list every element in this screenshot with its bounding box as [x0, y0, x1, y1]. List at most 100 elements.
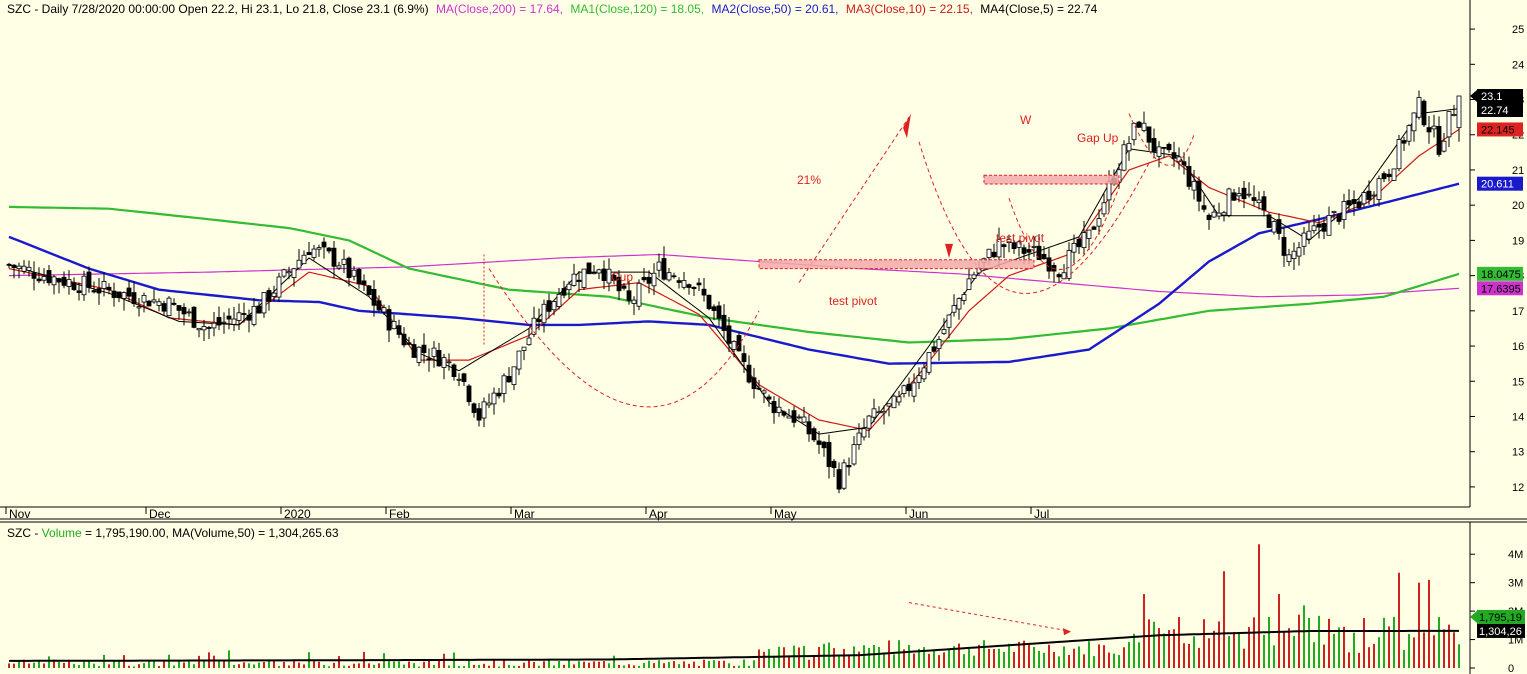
rise-arrow-icon [903, 113, 911, 139]
candle-body [111, 290, 117, 298]
volume-bar [993, 648, 995, 668]
volume-bar [418, 666, 420, 668]
volume-bar [978, 644, 980, 668]
volume-bar [703, 659, 705, 668]
price-x-tick-label: Nov [9, 507, 30, 521]
candle-body [721, 314, 727, 331]
volume-bar [573, 664, 575, 668]
candle-body [446, 361, 452, 364]
volume-bar [1423, 632, 1425, 668]
candle-body [1381, 173, 1387, 180]
candle-body [936, 339, 942, 349]
volume-bar [283, 661, 285, 668]
candle-body [451, 364, 457, 377]
candle-body [676, 280, 682, 283]
volume-bar [918, 648, 920, 668]
volume-bar [908, 645, 910, 668]
candle-body [426, 358, 432, 361]
candle-body [1236, 193, 1242, 197]
volume-bar [1123, 647, 1125, 668]
candle-body [1406, 125, 1412, 142]
volume-bar [248, 663, 250, 668]
volume-bar [1303, 605, 1305, 668]
volume-bar [963, 654, 965, 668]
candle-body [1046, 257, 1052, 272]
volume-bar [853, 646, 855, 668]
candle-body [926, 352, 932, 373]
volume-bar [118, 660, 120, 668]
volume-bar [1403, 650, 1405, 668]
candle-body [811, 428, 817, 441]
candle-body [1281, 236, 1287, 256]
pivot-zone-1 [758, 259, 1035, 270]
volume-bar [713, 660, 715, 668]
volume-bar [683, 661, 685, 668]
volume-bar [278, 666, 280, 668]
candle-body [1351, 199, 1357, 205]
price-x-tick-label: Apr [649, 507, 668, 521]
candle-body [106, 286, 112, 291]
candle-body [836, 469, 842, 490]
candle-body [801, 416, 807, 423]
volume-bar [13, 663, 15, 668]
candle-body [611, 274, 617, 281]
price-value-tag-label: 20.611 [1481, 179, 1514, 191]
volume-bar [1118, 655, 1120, 668]
volume-bar [323, 664, 325, 668]
candle-body [1301, 232, 1307, 247]
volume-bar [8, 663, 10, 668]
candle-body [351, 269, 357, 277]
candle-body [136, 306, 142, 309]
candle-body [341, 258, 347, 265]
volume-bar [838, 654, 840, 668]
volume-bar [148, 660, 150, 668]
candle-body [806, 421, 812, 435]
volume-bar [28, 663, 30, 668]
candle-body [121, 292, 127, 299]
volume-bar [1363, 618, 1365, 668]
volume-bar [833, 648, 835, 668]
price-value-tag [1477, 176, 1523, 191]
candle-body [1311, 225, 1317, 232]
volume-bar [303, 664, 305, 668]
candle-body [511, 366, 517, 385]
volume-bar [138, 664, 140, 668]
candle-body [701, 288, 707, 296]
ma-line-0 [8, 253, 1460, 298]
candle-body [796, 416, 802, 419]
annotation-w: W [1020, 113, 1032, 127]
candle-body [296, 259, 302, 269]
candle-body [356, 268, 362, 285]
candle-body [571, 273, 577, 286]
candle-body [1026, 249, 1032, 253]
volume-bar [233, 664, 235, 668]
volume-bar [68, 659, 70, 668]
candle-body [221, 321, 227, 324]
candle-body [126, 287, 132, 297]
candle-body [1146, 126, 1152, 143]
candle-body [1286, 254, 1292, 262]
candle-body [1071, 243, 1077, 253]
price-value-tag-label: 22.74 [1481, 105, 1509, 117]
volume-bar [1048, 644, 1050, 668]
candle-body [541, 303, 547, 324]
volume-bar [423, 661, 425, 668]
candle-body [71, 282, 77, 291]
candle-body [906, 383, 912, 392]
volume-bar [763, 651, 765, 668]
candle-body [901, 385, 907, 394]
volume-bar [728, 663, 730, 668]
price-value-tag-label: 18.0475 [1481, 269, 1521, 281]
candle-body [386, 309, 392, 331]
candle-body [91, 290, 97, 293]
volume-bar [848, 655, 850, 668]
candle-body [146, 300, 152, 307]
volume-bar [533, 661, 535, 668]
price-value-tag-label: 22.145 [1481, 124, 1515, 136]
price-x-tick-label: Mar [514, 507, 535, 521]
volume-bar [1033, 647, 1035, 668]
price-y-tick-label: 19 [1512, 235, 1524, 247]
volume-bar [223, 660, 225, 668]
candle-body [661, 258, 667, 280]
header-symbol-info: SZC - Daily 7/28/2020 00:00:00 Open 22.2… [7, 2, 429, 16]
